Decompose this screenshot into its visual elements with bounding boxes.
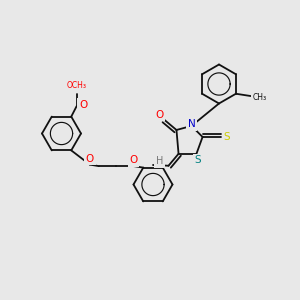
Text: O: O xyxy=(86,154,94,164)
Text: O: O xyxy=(79,100,87,110)
Text: N: N xyxy=(188,119,195,129)
Text: O: O xyxy=(130,155,138,165)
Text: O: O xyxy=(155,110,163,119)
Text: H: H xyxy=(156,156,163,166)
Text: CH₃: CH₃ xyxy=(253,93,267,102)
Text: OCH₃: OCH₃ xyxy=(67,81,87,90)
Text: S: S xyxy=(194,155,201,165)
Text: S: S xyxy=(224,132,230,142)
